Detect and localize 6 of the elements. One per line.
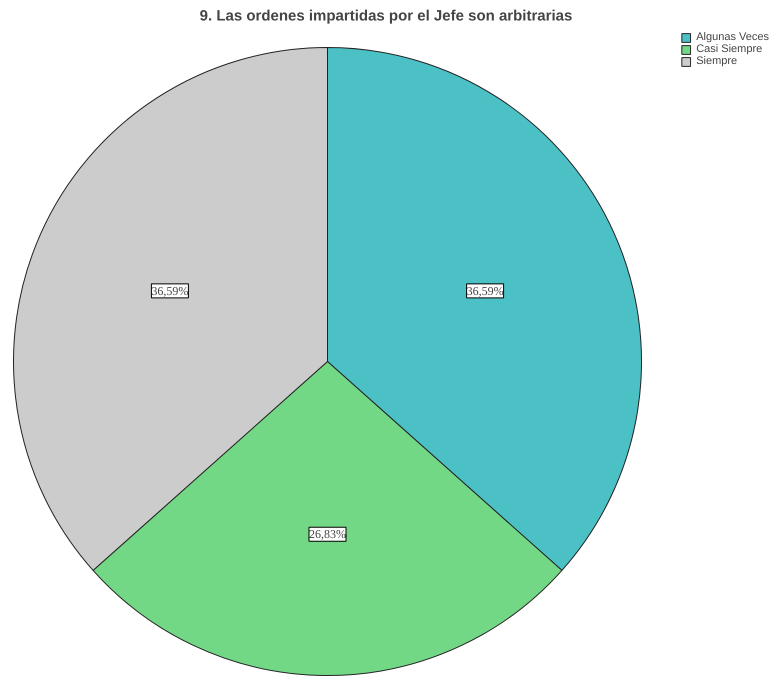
data-label: 26,83% bbox=[309, 527, 346, 542]
legend-label: Siempre bbox=[696, 55, 738, 67]
data-label: 36,59% bbox=[151, 284, 188, 298]
chart-title: 9. Las ordenes impartidas por el Jefe son arbitrarias bbox=[200, 8, 572, 24]
legend-label: Casi Siempre bbox=[696, 43, 762, 55]
legend-label: Algunas Veces bbox=[696, 31, 769, 43]
